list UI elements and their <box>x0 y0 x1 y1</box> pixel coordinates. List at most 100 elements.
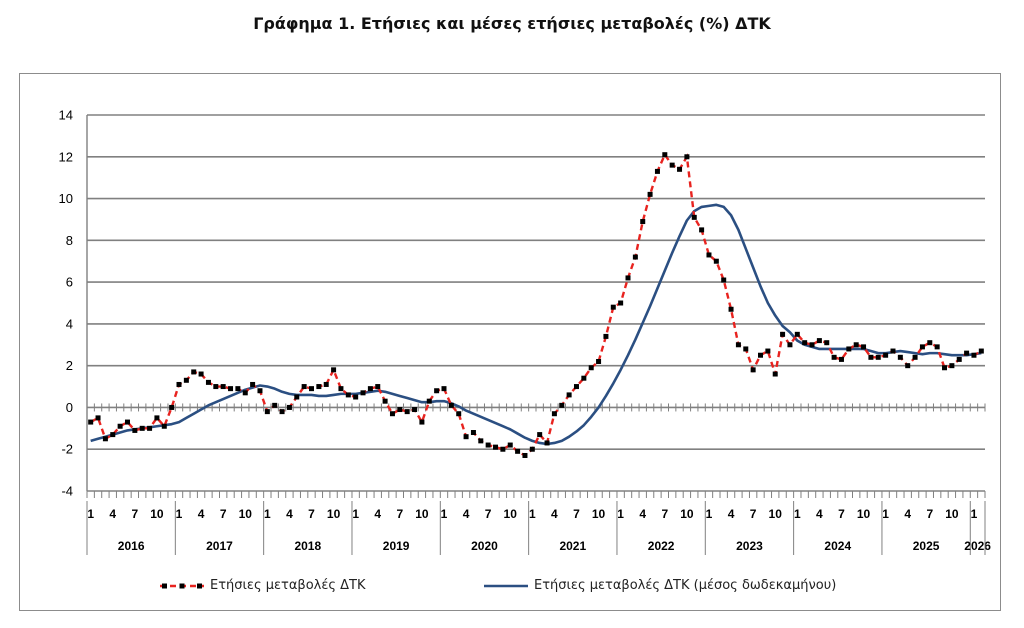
y-axis-ticks: -4 -2 0 2 4 6 8 10 12 14 <box>59 108 73 499</box>
month-tick-label: 7 <box>750 507 757 521</box>
data-point-annual <box>794 331 800 337</box>
data-point-annual <box>875 354 881 360</box>
data-point-annual <box>154 415 160 421</box>
data-point-annual <box>765 348 771 354</box>
data-point-annual <box>88 419 94 425</box>
data-point-annual <box>529 446 535 452</box>
data-point-annual <box>735 342 741 348</box>
data-point-annual <box>919 344 925 350</box>
data-point-annual <box>110 432 116 438</box>
month-tick-label: 10 <box>592 507 606 521</box>
month-tick-label: 7 <box>485 507 492 521</box>
month-tick-label: 4 <box>904 507 911 521</box>
y-tick-label: 8 <box>66 233 73 248</box>
y-tick-label: -2 <box>61 442 73 457</box>
data-point-annual <box>838 356 844 362</box>
data-point-annual <box>942 365 948 371</box>
data-point-annual <box>183 377 189 383</box>
data-point-annual <box>441 386 447 392</box>
data-point-annual <box>463 434 469 440</box>
month-tick-label: 10 <box>769 507 783 521</box>
month-tick-label: 10 <box>150 507 164 521</box>
data-point-annual <box>780 331 786 337</box>
x-axis: 1 4 7 10 1 4 7 10 1 4 7 10 1 4 7 10 1 4 7 10 1 4 7 10 1 4 7 10 1 4 7 10… <box>86 491 991 555</box>
data-point-annual <box>198 371 204 377</box>
data-point-annual <box>949 363 955 369</box>
month-tick-label: 4 <box>374 507 381 521</box>
month-tick-label: 7 <box>573 507 580 521</box>
month-tick-label: 4 <box>728 507 735 521</box>
month-tick-label: 4 <box>198 507 205 521</box>
month-tick-label: 4 <box>286 507 293 521</box>
data-point-annual <box>191 369 197 375</box>
legend-swatch-series2 <box>484 584 528 587</box>
data-point-annual <box>559 402 565 408</box>
month-tick-label: 1 <box>441 507 448 521</box>
month-tick-label: 7 <box>132 507 139 521</box>
data-point-annual <box>956 356 962 362</box>
year-label: 2016 <box>118 539 145 553</box>
data-point-annual <box>721 277 727 283</box>
month-tick-label: 7 <box>308 507 315 521</box>
data-point-annual <box>294 394 300 400</box>
y-tick-label: 10 <box>59 191 73 206</box>
data-point-annual <box>706 252 712 258</box>
data-point-annual <box>500 446 506 452</box>
month-tick-label: 10 <box>680 507 694 521</box>
data-point-annual <box>434 388 440 394</box>
data-point-annual <box>382 398 388 404</box>
month-tick-label: 1 <box>617 507 624 521</box>
data-point-annual <box>897 354 903 360</box>
data-point-annual <box>677 166 683 172</box>
legend-swatch-series1 <box>160 583 204 588</box>
month-tick-label: 4 <box>551 507 558 521</box>
y-tick-label: 12 <box>59 149 73 164</box>
data-point-annual <box>699 227 705 233</box>
data-point-annual <box>684 154 690 160</box>
data-point-annual <box>912 354 918 360</box>
month-tick-label: 4 <box>463 507 470 521</box>
data-point-annual <box>456 411 462 417</box>
data-point-annual <box>176 381 182 387</box>
data-point-annual <box>279 409 285 415</box>
data-point-annual <box>301 384 307 390</box>
data-point-annual <box>448 402 454 408</box>
data-point-annual <box>161 423 167 429</box>
y-tick-label: 2 <box>66 358 73 373</box>
data-point-annual <box>235 386 241 392</box>
data-point-annual <box>419 419 425 425</box>
data-point-annual <box>853 342 859 348</box>
data-point-annual <box>139 425 145 431</box>
data-point-annual <box>625 275 631 281</box>
data-point-annual <box>117 423 123 429</box>
data-point-annual <box>242 390 248 396</box>
data-point-annual <box>772 371 778 377</box>
legend-label-series1: Ετήσιες μεταβολές ΔΤΚ <box>210 578 366 593</box>
year-label: 2020 <box>471 539 498 553</box>
month-tick-label: 10 <box>504 507 518 521</box>
year-label: 2026 <box>964 539 991 553</box>
data-point-annual <box>404 409 410 415</box>
data-point-annual <box>264 409 270 415</box>
data-point-annual <box>309 386 314 392</box>
data-point-annual <box>367 386 373 392</box>
month-tick-label: 10 <box>415 507 429 521</box>
data-point-annual <box>205 379 211 385</box>
data-point-annual <box>868 354 874 360</box>
data-point-annual <box>478 438 484 444</box>
month-tick-label: 1 <box>87 507 94 521</box>
data-point-annual <box>691 214 697 220</box>
y-tick-label: 0 <box>66 400 73 415</box>
data-point-annual <box>228 386 234 392</box>
data-point-annual <box>971 352 977 358</box>
data-point-annual <box>787 342 793 348</box>
data-point-annual <box>412 407 418 413</box>
data-point-annual <box>493 444 499 450</box>
data-point-annual <box>927 340 933 346</box>
legend-label-series2: Ετήσιες μεταβολές ΔΤΚ (μέσος δωδεκαμήνου… <box>534 578 837 593</box>
month-tick-label: 1 <box>971 507 978 521</box>
data-point-annual <box>809 342 815 348</box>
data-point-annual <box>581 375 587 381</box>
data-point-annual <box>743 346 749 352</box>
